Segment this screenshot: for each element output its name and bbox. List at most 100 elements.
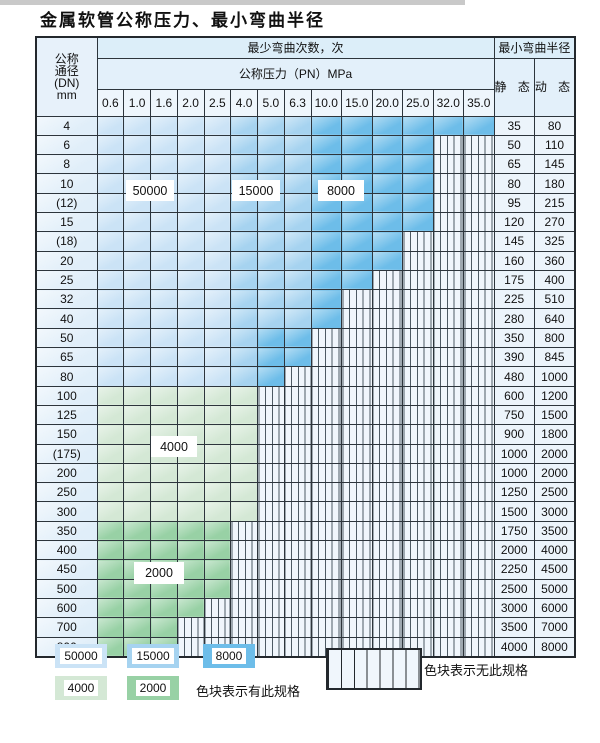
spec-cell [96,134,125,156]
no-spec-cell [402,404,434,426]
spec-cell [150,617,178,638]
spec-cell [402,115,434,136]
spec-cell [203,559,232,580]
spec-cell [257,347,285,368]
spec-cell [176,366,205,387]
legend-swatch-4000: 4000 [55,676,107,700]
no-spec-cell [283,443,312,464]
dynamic-value: 145 [533,154,576,175]
dynamic-value: 180 [533,173,576,194]
dynamic-value: 2000 [533,462,576,484]
no-spec-cell [310,520,342,542]
static-value: 120 [493,211,535,233]
dn-cell: 80 [35,366,98,387]
spec-cell [96,289,125,310]
dynamic-value: 800 [533,327,576,349]
spec-cell [257,250,285,271]
no-spec-cell [402,462,434,484]
spec-cell [203,462,232,484]
spec-cell [123,250,151,271]
spec-cell [432,115,464,136]
spec-cell [341,250,373,271]
spec-cell [371,231,403,252]
dynamic-value: 3500 [533,520,576,542]
spec-cell [150,211,178,233]
pressure-column-header: 2.5 [203,88,232,117]
spec-cell [402,173,434,194]
spec-cell [150,308,178,329]
grid-label-4000: 4000 [151,436,197,457]
no-spec-cell [463,559,495,580]
spec-cell [123,520,151,542]
legend-swatch-50000: 50000 [55,644,107,668]
static-value: 350 [493,327,535,349]
pressure-column-header: 2.0 [176,88,205,117]
no-spec-cell [432,597,464,619]
table-head: 公称 通径 (DN) mm 最少弯曲次数，次 最小弯曲半径 公称压力（PN）MPa 静… [35,36,576,117]
no-spec-cell [432,366,464,387]
no-spec-cell [257,578,285,599]
spec-cell [257,289,285,310]
no-spec-cell [283,385,312,406]
dynamic-value: 110 [533,134,576,156]
no-spec-cell [432,289,464,310]
no-spec-cell [463,597,495,619]
dynamic-value: 2500 [533,482,576,503]
dynamic-value: 400 [533,269,576,291]
spec-cell [402,192,434,213]
no-spec-cell [257,520,285,542]
spec-cell [283,250,312,271]
spec-cell [283,308,312,329]
static-value: 2500 [493,578,535,599]
spec-cell [123,211,151,233]
spec-cell [371,211,403,233]
no-spec-cell [341,559,373,580]
no-spec-cell [432,559,464,580]
no-spec-cell [432,540,464,561]
no-spec-cell [432,443,464,464]
dn-cell: 10 [35,173,98,194]
spec-cell [371,192,403,213]
spec-cell [96,597,125,619]
spec-cell [203,424,232,445]
no-spec-cell [402,231,434,252]
spec-cell [123,154,151,175]
no-spec-cell [341,462,373,484]
static-value: 2250 [493,559,535,580]
dynamic-value: 3000 [533,501,576,522]
no-spec-cell [203,597,232,619]
no-spec-cell [463,540,495,561]
no-spec-cell [371,424,403,445]
no-spec-cell [371,617,403,638]
no-spec-cell [432,308,464,329]
no-spec-cell [310,540,342,561]
no-spec-cell [203,617,232,638]
spec-cell [203,154,232,175]
dynamic-value: 8000 [533,636,576,658]
no-spec-cell [463,231,495,252]
table-row: 65 390 845 [35,347,576,368]
no-spec-cell [432,327,464,349]
dn-cell: 4 [35,115,98,136]
legend-swatch-label: 2000 [135,680,171,696]
no-spec-cell [341,404,373,426]
no-spec-cell [310,597,342,619]
no-spec-cell [257,462,285,484]
spec-cell [283,134,312,156]
spec-cell [176,347,205,368]
spec-cell [257,366,285,387]
spec-cell [176,520,205,542]
no-spec-cell [310,424,342,445]
spec-cell [96,520,125,542]
spec-cell [96,501,125,522]
dn-cell: 350 [35,520,98,542]
no-spec-cell [371,540,403,561]
spec-cell [176,597,205,619]
no-spec-cell [432,134,464,156]
spec-cell [96,308,125,329]
spec-cell [96,617,125,638]
spec-cell [230,211,258,233]
spec-cell [463,115,495,136]
spec-cell [402,134,434,156]
table-row: 80040008000 [35,636,576,658]
